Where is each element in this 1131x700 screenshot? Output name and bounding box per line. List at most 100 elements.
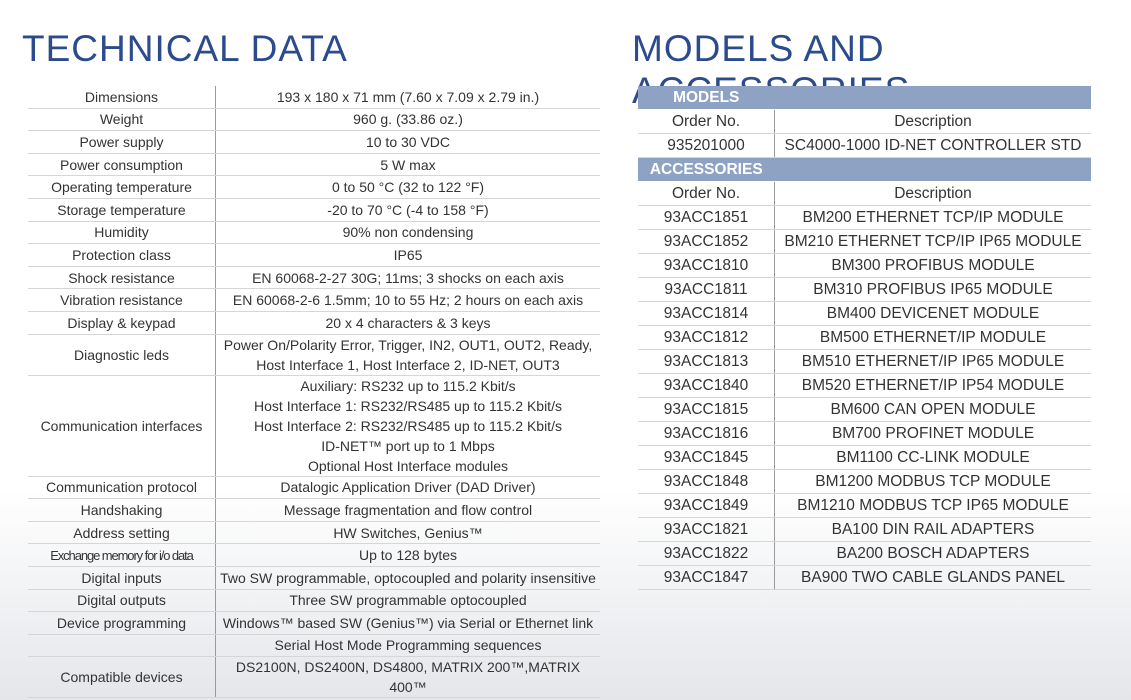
spec-label: [28, 634, 216, 658]
spec-label: Digital outputs: [28, 589, 216, 613]
spec-line: Serial Host Mode Programming sequences: [274, 637, 542, 654]
description: BM1210 MODBUS TCP IP65 MODULE: [774, 493, 1091, 518]
spec-value: 960 g. (33.86 oz.): [215, 108, 600, 132]
spec-line: HW Switches, Genius™: [333, 524, 483, 541]
spec-row: Protection class IP65: [28, 243, 600, 267]
spec-row: Serial Host Mode Programming sequences: [28, 634, 600, 658]
description: BM510 ETHERNET/IP IP65 MODULE: [774, 349, 1091, 374]
order-number: 93ACC1851: [638, 205, 775, 230]
spec-line: Host Interface 1, Host Interface 2, ID-N…: [256, 356, 560, 373]
spec-label: Power consumption: [28, 153, 216, 177]
spec-line: EN 60068-2-27 30G; 11ms; 3 shocks on eac…: [252, 269, 564, 286]
spec-label: Weight: [28, 108, 216, 132]
order-number: 93ACC1845: [638, 445, 775, 470]
spec-row: Storage temperature -20 to 70 °C (-4 to 1…: [28, 198, 600, 222]
model-row: 93ACC1822 BA200 BOSCH ADAPTERS: [638, 541, 1091, 566]
description: BA900 TWO CABLE GLANDS PANEL: [774, 565, 1091, 590]
model-row: 93ACC1848 BM1200 MODBUS TCP MODULE: [638, 469, 1091, 494]
section-heading: MODELS: [638, 86, 775, 110]
order-number: 93ACC1814: [638, 301, 775, 326]
section-heading-row: ACCESSORIES: [638, 157, 1091, 182]
spec-value: Windows™ based SW (Genius™) via Serial o…: [215, 611, 600, 635]
spec-line: Two SW programmable, optocoupled and pol…: [220, 569, 596, 586]
spec-line: 20 x 4 characters & 3 keys: [325, 314, 491, 331]
spec-value: 90% non condensing: [215, 221, 600, 245]
spec-line: 193 x 180 x 71 mm (7.60 x 7.09 x 2.79 in…: [276, 88, 540, 105]
spec-label: Power supply: [28, 130, 216, 154]
spec-value: 10 to 30 VDC: [215, 130, 600, 154]
spec-label: Protection class: [28, 243, 216, 267]
models-table: MODELS Order No. Description 935201000 SC400…: [638, 86, 1091, 590]
description: BM310 PROFIBUS IP65 MODULE: [774, 277, 1091, 302]
column-header: Description: [774, 109, 1091, 134]
spec-label: Address setting: [28, 521, 216, 545]
spec-line: Optional Host Interface modules: [308, 457, 508, 474]
spec-label: Dimensions: [28, 86, 216, 109]
spec-value: 193 x 180 x 71 mm (7.60 x 7.09 x 2.79 in…: [215, 86, 600, 109]
section-heading-row: MODELS: [638, 86, 1091, 110]
spec-value: DS2100N, DS2400N, DS4800, MATRIX 200™,MA…: [215, 656, 600, 699]
spec-label: Exchange memory for i/o data: [28, 543, 216, 567]
order-number: 93ACC1852: [638, 229, 775, 254]
description: BM1100 CC-LINK MODULE: [774, 445, 1091, 470]
description: BM200 ETHERNET TCP/IP MODULE: [774, 205, 1091, 230]
column-header: Order No.: [638, 109, 775, 134]
model-row: 93ACC1852 BM210 ETHERNET TCP/IP IP65 MODU…: [638, 229, 1091, 254]
spec-label: Storage temperature: [28, 198, 216, 222]
model-row: 93ACC1810 BM300 PROFIBUS MODULE: [638, 253, 1091, 278]
model-row: 935201000 SC4000-1000 ID-NET CONTROLLER S…: [638, 133, 1091, 158]
model-row: 93ACC1816 BM700 PROFINET MODULE: [638, 421, 1091, 446]
description: BA100 DIN RAIL ADAPTERS: [774, 517, 1091, 542]
order-number: 93ACC1811: [638, 277, 775, 302]
spec-row: Humidity 90% non condensing: [28, 221, 600, 245]
order-number: 93ACC1813: [638, 349, 775, 374]
spec-row: Compatible devices DS2100N, DS2400N, DS48…: [28, 656, 600, 699]
spec-label: Vibration resistance: [28, 288, 216, 312]
order-number: 93ACC1849: [638, 493, 775, 518]
spec-line: DS2100N, DS2400N, DS4800, MATRIX 200™,MA…: [235, 659, 581, 696]
model-row: 93ACC1845 BM1100 CC-LINK MODULE: [638, 445, 1091, 470]
order-number: 935201000: [638, 133, 775, 158]
spec-line: Host Interface 1: RS232/RS485 up to 115.…: [254, 397, 562, 414]
spec-value: Up to 128 bytes: [215, 543, 600, 567]
spec-row: Communication interfaces Auxiliary: RS232…: [28, 375, 600, 477]
spec-value: Power On/Polarity Error, Trigger, IN2, O…: [215, 334, 600, 376]
description: BM400 DEVICENET MODULE: [774, 301, 1091, 326]
spec-line: Message fragmentation and flow control: [283, 501, 533, 518]
spec-label: Compatible devices: [28, 656, 216, 699]
column-header-row: Order No. Description: [638, 181, 1091, 206]
description: BA200 BOSCH ADAPTERS: [774, 541, 1091, 566]
order-number: 93ACC1840: [638, 373, 775, 398]
spec-row: Digital outputs Three SW programmable opt…: [28, 589, 600, 613]
column-header: Order No.: [638, 181, 775, 206]
spec-row: Power supply 10 to 30 VDC: [28, 130, 600, 154]
spec-row: Digital inputs Two SW programmable, optoc…: [28, 566, 600, 590]
section-heading-band: [774, 157, 1091, 182]
model-row: 93ACC1849 BM1210 MODBUS TCP IP65 MODULE: [638, 493, 1091, 518]
spec-row: Display & keypad 20 x 4 characters & 3 ke…: [28, 311, 600, 335]
model-row: 93ACC1813 BM510 ETHERNET/IP IP65 MODULE: [638, 349, 1091, 374]
spec-label: Communication interfaces: [28, 375, 216, 477]
spec-row: Dimensions 193 x 180 x 71 mm (7.60 x 7.09…: [28, 86, 600, 109]
order-number: 93ACC1848: [638, 469, 775, 494]
model-row: 93ACC1840 BM520 ETHERNET/IP IP54 MODULE: [638, 373, 1091, 398]
spec-line: -20 to 70 °C (-4 to 158 °F): [327, 201, 489, 218]
spec-value: EN 60068-2-27 30G; 11ms; 3 shocks on eac…: [215, 266, 600, 290]
spec-line: EN 60068-2-6 1.5mm; 10 to 55 Hz; 2 hours…: [232, 292, 584, 309]
spec-label: Diagnostic leds: [28, 334, 216, 376]
spec-row: Vibration resistance EN 60068-2-6 1.5mm; …: [28, 288, 600, 312]
spec-line: Up to 128 bytes: [358, 547, 458, 564]
order-number: 93ACC1815: [638, 397, 775, 422]
spec-row: Exchange memory for i/o data Up to 128 by…: [28, 543, 600, 567]
spec-line: 0 to 50 °C (32 to 122 °F): [331, 179, 485, 196]
model-row: 93ACC1851 BM200 ETHERNET TCP/IP MODULE: [638, 205, 1091, 230]
spec-value: 0 to 50 °C (32 to 122 °F): [215, 175, 600, 199]
spec-row: Shock resistance EN 60068-2-27 30G; 11ms;…: [28, 266, 600, 290]
spec-line: ID-NET™ port up to 1 Mbps: [321, 437, 495, 454]
spec-value: Two SW programmable, optocoupled and pol…: [215, 566, 600, 590]
section-heading: ACCESSORIES: [638, 157, 775, 182]
spec-line: Three SW programmable optocoupled: [289, 592, 527, 609]
spec-line: Auxiliary: RS232 up to 115.2 Kbit/s: [300, 377, 516, 394]
spec-value: Datalogic Application Driver (DAD Driver…: [215, 476, 600, 500]
order-number: 93ACC1812: [638, 325, 775, 350]
